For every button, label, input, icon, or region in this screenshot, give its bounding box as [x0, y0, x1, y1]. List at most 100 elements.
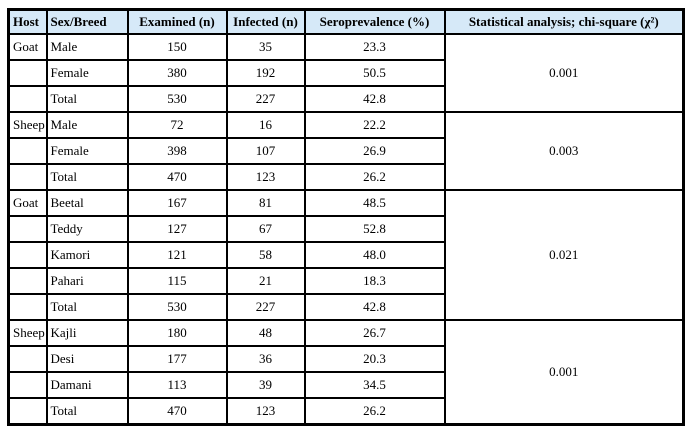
infected-cell: 123	[225, 397, 306, 426]
host-cell: Sheep	[7, 111, 48, 139]
sex-breed-cell: Damani	[45, 371, 129, 399]
sex-breed-cell: Total	[45, 163, 129, 191]
host-cell: Sheep	[7, 319, 48, 347]
examined-cell: 115	[126, 267, 228, 295]
col-header-statistical-analysis: Statistical analysis; chi-square (χ²)	[443, 8, 685, 35]
infected-cell: 227	[225, 293, 306, 321]
infected-cell: 58	[225, 241, 306, 269]
examined-cell: 398	[126, 137, 228, 165]
examined-cell: 121	[126, 241, 228, 269]
infected-cell: 21	[225, 267, 306, 295]
seroprevalence-cell: 23.3	[303, 33, 446, 61]
infected-cell: 39	[225, 371, 306, 399]
table-row: Kamori 121 58 48.0	[7, 241, 684, 269]
host-cell	[7, 267, 48, 295]
col-header-examined: Examined (n)	[126, 8, 228, 35]
table-row: Total 470 123 26.2	[7, 397, 684, 426]
seroprevalence-cell: 26.2	[303, 163, 446, 191]
seroprevalence-cell: 42.8	[303, 293, 446, 321]
col-header-host: Host	[7, 8, 48, 35]
examined-cell: 167	[126, 189, 228, 217]
header-row: Host Sex/Breed Examined (n) Infected (n)…	[7, 8, 685, 35]
seroprevalence-cell: 48.5	[303, 189, 446, 217]
col-header-infected: Infected (n)	[225, 8, 306, 35]
host-cell: Goat	[7, 189, 48, 217]
examined-cell: 127	[126, 215, 228, 243]
examined-cell: 150	[126, 33, 228, 61]
examined-cell: 113	[126, 371, 228, 399]
host-cell: Goat	[7, 33, 48, 61]
examined-cell: 530	[126, 293, 228, 321]
seroprevalence-cell: 22.2	[303, 111, 446, 139]
host-cell	[7, 163, 48, 191]
table-row: Goat Male 150 35 23.3 0.001	[7, 33, 685, 113]
infected-cell: 81	[225, 189, 306, 217]
examined-cell: 72	[126, 111, 228, 139]
table-row: Pahari 115 21 18.3	[7, 267, 684, 295]
table-row: Sheep Kajli 180 48 26.7 0.001	[7, 319, 685, 426]
table-row: Sheep Male 72 16 22.2 0.003	[7, 111, 685, 191]
host-cell	[7, 293, 48, 321]
host-cell	[7, 59, 48, 87]
sex-breed-cell: Kamori	[45, 241, 129, 269]
infected-cell: 36	[225, 345, 306, 373]
host-cell	[7, 397, 48, 426]
table-row: Goat Beetal 167 81 48.5 0.021	[7, 189, 685, 321]
host-cell	[7, 215, 48, 243]
seroprevalence-cell: 34.5	[303, 371, 446, 399]
seroprevalence-table: Host Sex/Breed Examined (n) Infected (n)…	[7, 8, 685, 426]
examined-cell: 180	[126, 319, 228, 347]
infected-cell: 16	[225, 111, 306, 139]
seroprevalence-cell: 26.9	[303, 137, 446, 165]
sex-breed-cell: Desi	[45, 345, 129, 373]
chi-square-cell: 0.001	[443, 33, 685, 113]
host-cell	[7, 345, 48, 373]
sex-breed-cell: Total	[45, 397, 129, 426]
table-row: Desi 177 36 20.3	[7, 345, 684, 373]
sex-breed-cell: Kajli	[45, 319, 129, 347]
seroprevalence-cell: 48.0	[303, 241, 446, 269]
table-row: Total 470 123 26.2	[7, 163, 684, 191]
examined-cell: 470	[126, 163, 228, 191]
infected-cell: 48	[225, 319, 306, 347]
table-row: Total 530 227 42.8	[7, 85, 684, 113]
infected-cell: 107	[225, 137, 306, 165]
infected-cell: 192	[225, 59, 306, 87]
table-row: Teddy 127 67 52.8	[7, 215, 684, 243]
examined-cell: 530	[126, 85, 228, 113]
seroprevalence-cell: 42.8	[303, 85, 446, 113]
sex-breed-cell: Pahari	[45, 267, 129, 295]
host-cell	[7, 241, 48, 269]
page-container: Host Sex/Breed Examined (n) Infected (n)…	[7, 8, 685, 426]
chi-square-cell: 0.021	[443, 189, 685, 321]
sex-breed-cell: Teddy	[45, 215, 129, 243]
infected-cell: 227	[225, 85, 306, 113]
table-row: Damani 113 39 34.5	[7, 371, 684, 399]
seroprevalence-cell: 26.2	[303, 397, 446, 426]
sex-breed-cell: Female	[45, 59, 129, 87]
infected-cell: 67	[225, 215, 306, 243]
seroprevalence-cell: 18.3	[303, 267, 446, 295]
chi-square-cell: 0.001	[443, 319, 685, 426]
sex-breed-cell: Male	[45, 33, 129, 61]
table-row: Female 398 107 26.9	[7, 137, 684, 165]
examined-cell: 470	[126, 397, 228, 426]
infected-cell: 123	[225, 163, 306, 191]
col-header-seroprevalence: Seroprevalence (%)	[303, 8, 446, 35]
host-cell	[7, 371, 48, 399]
sex-breed-cell: Male	[45, 111, 129, 139]
host-cell	[7, 137, 48, 165]
seroprevalence-cell: 50.5	[303, 59, 446, 87]
sex-breed-cell: Beetal	[45, 189, 129, 217]
infected-cell: 35	[225, 33, 306, 61]
seroprevalence-cell: 26.7	[303, 319, 446, 347]
sex-breed-cell: Total	[45, 85, 129, 113]
sex-breed-cell: Female	[45, 137, 129, 165]
table-row: Total 530 227 42.8	[7, 293, 684, 321]
sex-breed-cell: Total	[45, 293, 129, 321]
examined-cell: 177	[126, 345, 228, 373]
seroprevalence-cell: 52.8	[303, 215, 446, 243]
seroprevalence-cell: 20.3	[303, 345, 446, 373]
col-header-sex-breed: Sex/Breed	[45, 8, 129, 35]
table-row: Female 380 192 50.5	[7, 59, 684, 87]
